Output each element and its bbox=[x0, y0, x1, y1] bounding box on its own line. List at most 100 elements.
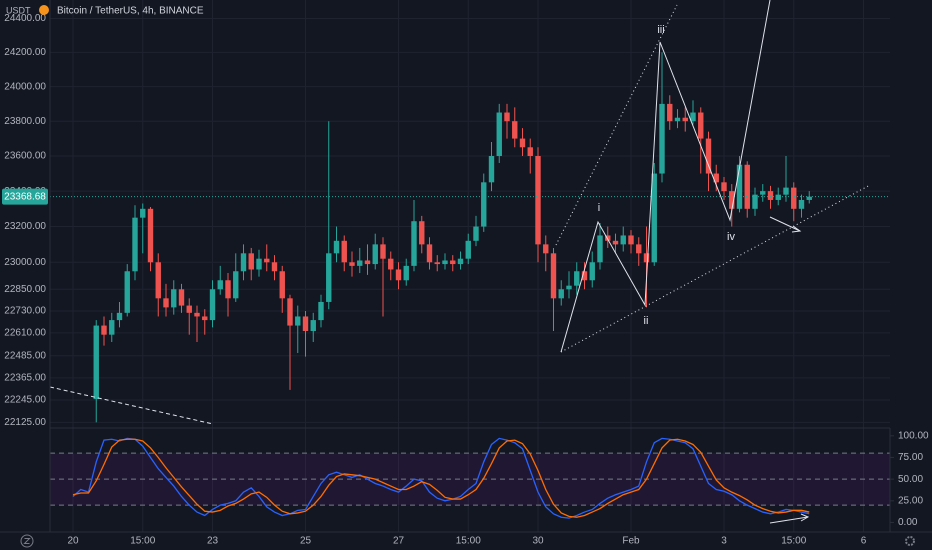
candle-body bbox=[403, 265, 409, 281]
candle-body bbox=[310, 320, 316, 332]
candle-body bbox=[388, 258, 394, 270]
candle-body bbox=[698, 112, 704, 139]
candle-body bbox=[442, 260, 448, 265]
candle-body bbox=[178, 289, 185, 306]
y-tick-label: 22610.00 bbox=[4, 327, 46, 338]
settings-icon[interactable] bbox=[905, 536, 915, 546]
candle-body bbox=[752, 194, 758, 209]
y-axis-label: USDT bbox=[6, 5, 31, 15]
candle-body bbox=[124, 271, 130, 313]
candle-body bbox=[109, 320, 115, 335]
candle-body bbox=[395, 269, 402, 281]
candle-body bbox=[473, 226, 479, 241]
candle-body bbox=[535, 156, 541, 245]
candle-body bbox=[450, 260, 456, 265]
candle-body bbox=[287, 298, 293, 326]
arrow bbox=[769, 516, 809, 524]
timezone-icon[interactable] bbox=[20, 534, 34, 548]
channel-line bbox=[560, 184, 871, 353]
x-tick-label: 15:00 bbox=[781, 536, 806, 547]
arrow-head bbox=[791, 225, 802, 233]
candle-body bbox=[101, 325, 107, 335]
candle-body bbox=[558, 289, 564, 299]
candle-body bbox=[581, 271, 588, 281]
candle-body bbox=[264, 258, 270, 263]
candle-body bbox=[295, 316, 301, 326]
candle-body bbox=[620, 235, 626, 245]
channel-line bbox=[555, 4, 678, 246]
x-tick-label: 30 bbox=[532, 536, 544, 547]
labels: 20 15:00 23 25 27 15:00 30 Feb 3 15:00 6 24400.00 24… bbox=[2, 13, 929, 547]
x-tick-label: 20 bbox=[67, 536, 79, 547]
candle-body bbox=[155, 262, 161, 299]
candle-body bbox=[225, 280, 231, 299]
candle-body bbox=[791, 187, 797, 209]
y-tick-label: 23800.00 bbox=[4, 116, 46, 127]
x-tick-label: 3 bbox=[721, 536, 727, 547]
candle-body bbox=[767, 191, 774, 200]
candle-body bbox=[116, 312, 123, 321]
candle-body bbox=[465, 240, 471, 259]
candle-body bbox=[217, 280, 223, 290]
osc-tick-label: 75.00 bbox=[898, 452, 923, 463]
candle-body bbox=[132, 217, 138, 272]
candle-body bbox=[543, 244, 549, 254]
candle-body bbox=[512, 121, 518, 139]
candle-body bbox=[682, 117, 688, 122]
osc-tick-label: 0.00 bbox=[898, 517, 918, 528]
candle-body bbox=[279, 271, 285, 299]
candle-body bbox=[147, 208, 154, 263]
candle-body bbox=[481, 182, 487, 227]
x-tick-label: 25 bbox=[300, 536, 312, 547]
price-tag-label: 23368.68 bbox=[4, 191, 46, 202]
timezone-icon-glyph bbox=[23, 538, 31, 544]
candle-body bbox=[186, 305, 192, 313]
candle-body bbox=[380, 244, 386, 259]
wave-labels: i ii iii iv bbox=[598, 24, 736, 327]
candle-body bbox=[248, 253, 254, 270]
y-tick-label: 22365.00 bbox=[4, 372, 46, 383]
grid bbox=[50, 0, 894, 532]
candle-body bbox=[209, 289, 216, 321]
candle-body bbox=[690, 112, 696, 122]
wave-label: iii bbox=[657, 24, 664, 36]
y-tick-label: 23000.00 bbox=[4, 257, 46, 268]
candle-body bbox=[318, 301, 324, 321]
candle-body bbox=[527, 147, 533, 157]
candle-body bbox=[411, 221, 417, 266]
candle-body bbox=[674, 117, 681, 122]
y-tick-label: 22850.00 bbox=[4, 284, 46, 295]
candle-body bbox=[341, 240, 347, 263]
y-tick-label: 22245.00 bbox=[4, 395, 46, 406]
wave-label: ii bbox=[644, 315, 649, 327]
y-tick-label: 22730.00 bbox=[4, 306, 46, 317]
y-tick-label: 24000.00 bbox=[4, 81, 46, 92]
y-tick-label: 23600.00 bbox=[4, 151, 46, 162]
candle-body bbox=[434, 262, 440, 265]
candle-body bbox=[798, 199, 805, 209]
candle-body bbox=[550, 253, 557, 299]
y-tick-label: 23200.00 bbox=[4, 221, 46, 232]
candle-body bbox=[729, 191, 735, 209]
candle-body bbox=[457, 258, 464, 265]
candle-body bbox=[140, 208, 146, 218]
osc-line bbox=[72, 438, 810, 518]
wave-line bbox=[560, 0, 771, 353]
y-tick-label: 22485.00 bbox=[4, 350, 46, 361]
x-tick-label: 23 bbox=[207, 536, 219, 547]
candle-body bbox=[736, 164, 743, 209]
candle-body bbox=[744, 164, 750, 209]
osc-tick-label: 25.00 bbox=[898, 495, 923, 506]
candle-body bbox=[333, 240, 340, 254]
candle-body bbox=[612, 240, 619, 245]
candle-body bbox=[504, 112, 510, 122]
y-tick-label: 24400.00 bbox=[4, 13, 46, 24]
x-tick-label: 6 bbox=[861, 536, 867, 547]
x-tick-label: 15:00 bbox=[130, 536, 155, 547]
candle-body bbox=[372, 244, 378, 265]
candle-body bbox=[713, 173, 719, 183]
candle-body bbox=[163, 298, 169, 308]
y-tick-label: 24200.00 bbox=[4, 47, 46, 58]
marks bbox=[50, 52, 890, 519]
